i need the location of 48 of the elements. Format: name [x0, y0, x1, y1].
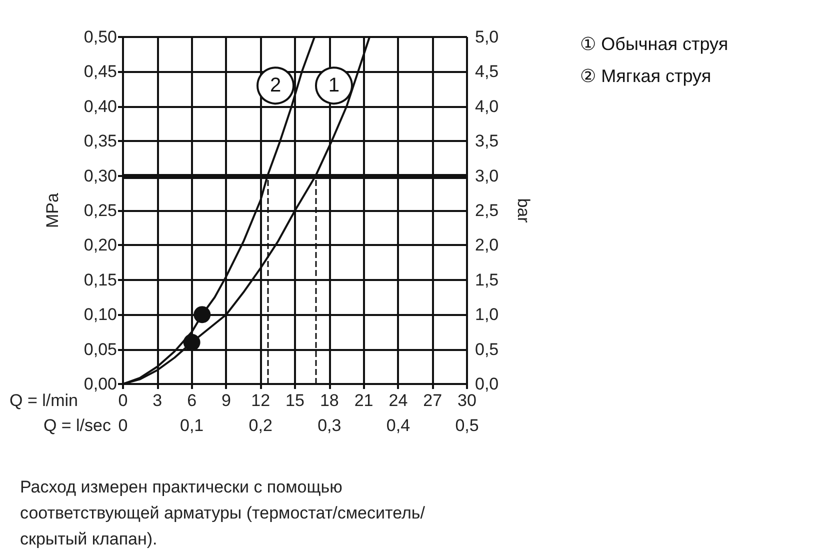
x2-tick-label: 0,5	[455, 416, 479, 435]
y-tick-label: 0,45	[84, 62, 117, 82]
x-tick-label: 21	[354, 391, 374, 410]
y2-axis-title: bar	[514, 198, 533, 224]
text: ② Мягкая струя	[580, 66, 712, 86]
y2-tick-label: 2,5	[475, 201, 499, 220]
x2-tick-label: 0,4	[386, 416, 410, 435]
y2-tick-label: 4,5	[475, 62, 499, 82]
y-tick-label: 0,05	[84, 340, 117, 359]
y-tick-label: 0,20	[84, 236, 117, 255]
x-tick-label: 9	[221, 391, 231, 410]
y2-tick-label: 1,5	[475, 270, 499, 290]
x-tick-label: 27	[423, 391, 442, 410]
x-axis-title: Q = l/min	[10, 391, 78, 410]
y2-tick-label: 3,5	[475, 132, 499, 151]
x2-tick-label: 0,3	[318, 416, 342, 435]
annotation: 2	[270, 74, 282, 97]
x-tick-label: 0	[118, 391, 128, 410]
x2-axis-title: Q = l/sec	[43, 416, 112, 435]
text: Расход измерен практически с помощью соответствующей арматуры (термостат/смеситель/скрытый клапан).	[20, 478, 426, 548]
y-tick-label: 0,15	[84, 270, 117, 290]
y2-tick-label: 1,0	[475, 305, 499, 324]
y2-tick-label: 0,5	[475, 340, 499, 359]
y-tick-label: 0,30	[84, 166, 117, 186]
y-tick-label: 0,35	[84, 132, 117, 151]
x2-tick-label: 0	[118, 416, 128, 435]
annotation: 1	[328, 74, 340, 97]
y2-tick-label: 5,0	[475, 28, 499, 46]
x-tick-label: 12	[251, 391, 270, 410]
y2-tick-label: 3,0	[475, 166, 499, 186]
x-tick-label: 18	[320, 391, 339, 410]
y2-tick-label: 2,0	[475, 236, 499, 255]
x-tick-label: 15	[286, 391, 304, 410]
x2-tick-label: 0,1	[180, 416, 204, 435]
text: ① Обычная струя	[580, 34, 728, 54]
y-tick-label: 0,50	[84, 28, 117, 46]
x-tick-label: 6	[187, 391, 197, 410]
y-tick-label: 0,10	[84, 305, 117, 324]
y-axis-title: MPa	[43, 192, 62, 228]
x-tick-label: 3	[152, 391, 162, 410]
y-tick-label: 0,40	[84, 96, 117, 116]
y-tick-label: 0,25	[84, 201, 117, 220]
x2-tick-label: 0,2	[248, 416, 272, 435]
x-tick-label: 24	[388, 391, 408, 410]
y2-tick-label: 0,0	[475, 374, 499, 394]
y2-tick-label: 4,0	[475, 96, 499, 116]
y-tick-label: 0,00	[84, 374, 117, 394]
x-tick-label: 30	[458, 391, 476, 410]
